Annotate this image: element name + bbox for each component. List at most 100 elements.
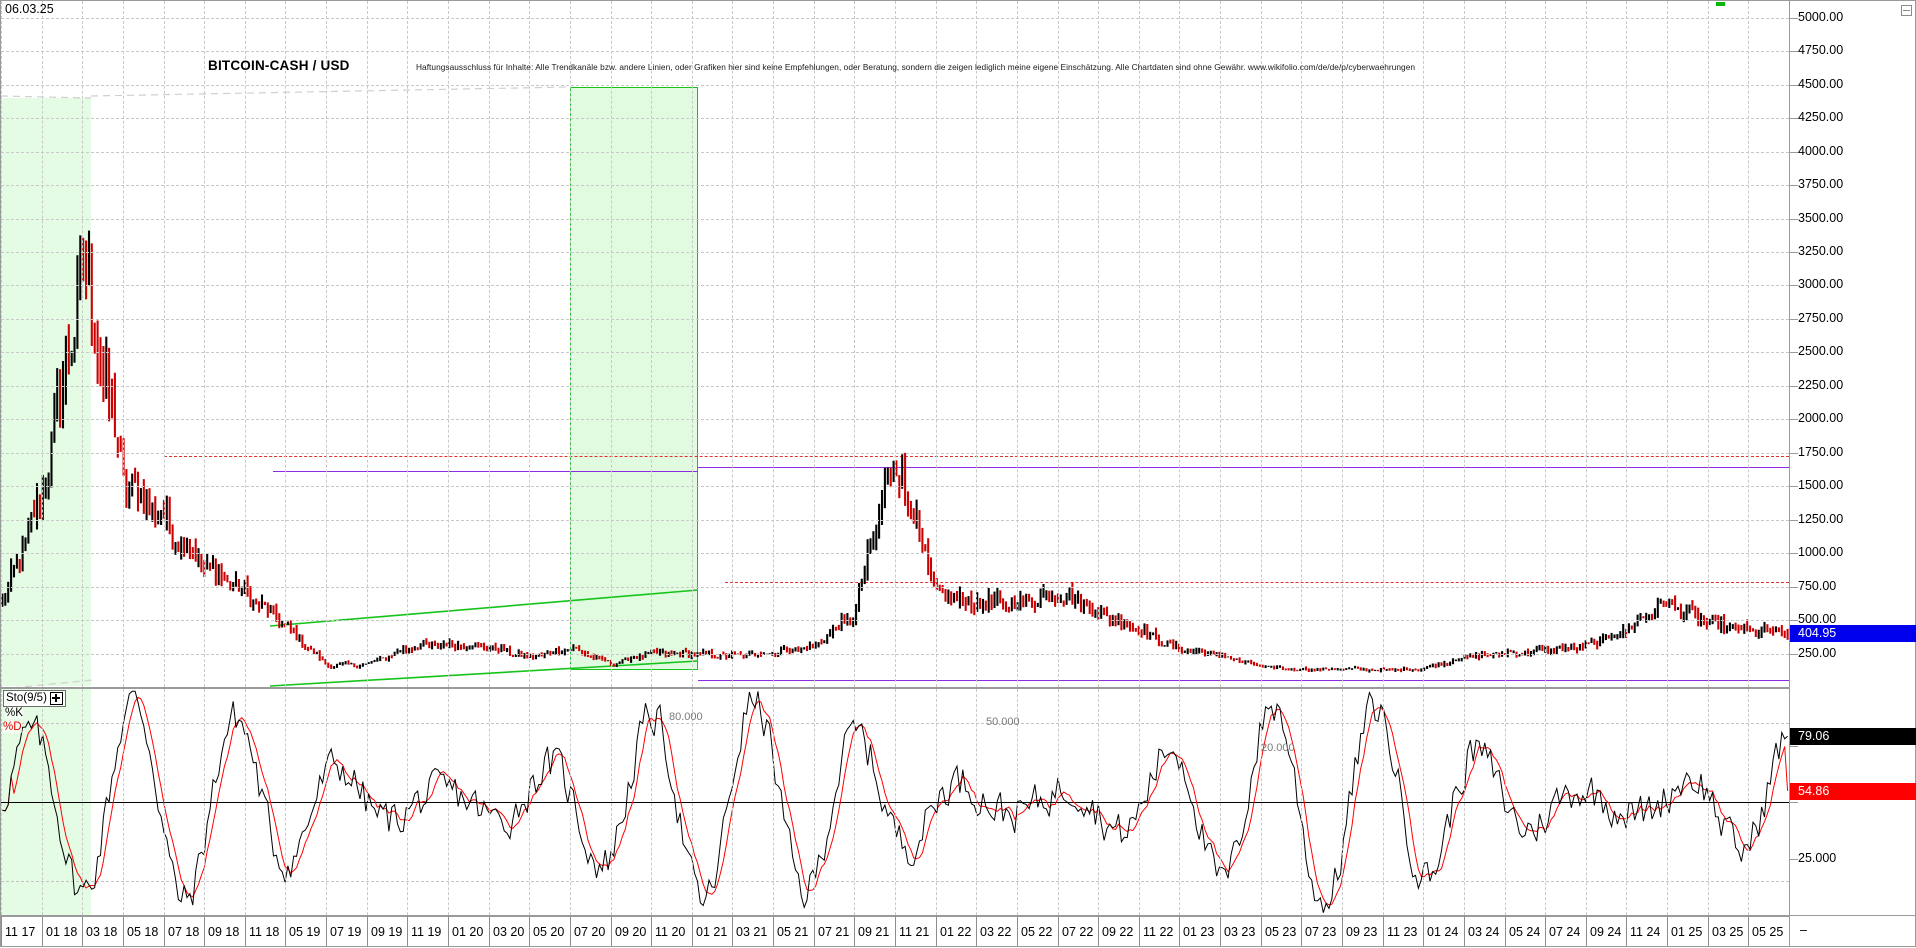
time-axis-separator bbox=[1383, 917, 1384, 946]
time-axis-separator bbox=[82, 917, 83, 946]
time-axis-label: 05 22 bbox=[1021, 925, 1053, 939]
time-axis-separator bbox=[529, 917, 530, 946]
time-axis-label: 05 23 bbox=[1265, 925, 1297, 939]
time-axis-separator bbox=[245, 917, 246, 946]
stochastic-series bbox=[2, 690, 1789, 913]
indicator-legend-box[interactable]: Sto(9/5) bbox=[3, 690, 66, 707]
minimize-icon[interactable] bbox=[1901, 5, 1912, 16]
time-axis-separator bbox=[1545, 917, 1546, 946]
price-chart-panel[interactable] bbox=[0, 0, 1790, 688]
time-axis-separator bbox=[895, 917, 896, 946]
green-status-marker bbox=[1716, 2, 1725, 6]
time-axis-separator bbox=[1342, 917, 1343, 946]
time-axis-label: 05 24 bbox=[1509, 925, 1541, 939]
stochastic-d-badge[interactable]: 54.86 bbox=[1790, 783, 1916, 801]
time-axis-label: 03 25 bbox=[1712, 925, 1744, 939]
time-axis-label: 01 22 bbox=[940, 925, 972, 939]
time-axis-label: 11 21 bbox=[899, 925, 930, 939]
time-axis-separator bbox=[854, 917, 855, 946]
price-tick bbox=[1790, 218, 1798, 220]
time-axis-separator bbox=[204, 917, 205, 946]
support-line-1680-left bbox=[273, 471, 698, 472]
highlight-zone-mid bbox=[570, 87, 698, 670]
price-tick-label: 2500.00 bbox=[1798, 344, 1844, 359]
price-tick bbox=[1790, 553, 1798, 555]
disclaimer-text: Haftungsausschluss für Inhalte: Alle Tre… bbox=[416, 62, 1416, 72]
time-axis-separator bbox=[1179, 917, 1180, 946]
time-axis-separator bbox=[164, 917, 165, 946]
time-axis-label: 01 24 bbox=[1427, 925, 1459, 939]
time-axis-separator bbox=[1098, 917, 1099, 946]
time-axis-separator bbox=[1586, 917, 1587, 946]
time-axis-label: 07 19 bbox=[330, 925, 362, 939]
price-tick bbox=[1790, 17, 1798, 19]
time-axis-separator bbox=[407, 917, 408, 946]
price-series-candlesticks bbox=[1, 230, 1789, 673]
time-axis-label: 05 18 bbox=[127, 925, 159, 939]
time-axis-label: 03 18 bbox=[86, 925, 118, 939]
time-axis-label: 09 24 bbox=[1590, 925, 1622, 939]
price-tick-label: 3000.00 bbox=[1798, 277, 1844, 292]
time-axis-label: 11 18 bbox=[249, 925, 280, 939]
time-axis-label: 01 20 bbox=[452, 925, 484, 939]
time-axis-label: 11 22 bbox=[1143, 925, 1174, 939]
price-tick bbox=[1790, 51, 1798, 53]
price-tick-label: 1500.00 bbox=[1798, 478, 1844, 493]
time-axis[interactable]: 11 17 01 18 03 18 05 18 07 18 09 18 11 18 05 19… bbox=[0, 916, 1790, 947]
indicator-tick bbox=[1790, 745, 1798, 747]
price-tick bbox=[1790, 519, 1798, 521]
time-axis-separator bbox=[1261, 917, 1262, 946]
price-tick bbox=[1790, 620, 1798, 622]
time-axis-label: 07 21 bbox=[818, 925, 850, 939]
last-price-badge[interactable]: 404.95 bbox=[1790, 624, 1916, 642]
time-axis-separator bbox=[42, 917, 43, 946]
price-tick bbox=[1790, 84, 1798, 86]
time-axis-label: 03 23 bbox=[1224, 925, 1256, 939]
stochastic-k-badge[interactable]: 79.06 bbox=[1790, 728, 1916, 746]
indicator-tick bbox=[1790, 802, 1798, 803]
price-tick-label: 4750.00 bbox=[1798, 43, 1844, 58]
time-axis-separator bbox=[1748, 917, 1749, 946]
stochastic-indicator-panel[interactable]: 80.000 50.000 20.000 bbox=[0, 688, 1790, 916]
indicator-name-label: Sto(9/5) bbox=[6, 691, 47, 704]
time-axis-label: 11 17 bbox=[5, 925, 36, 939]
time-axis-separator bbox=[326, 917, 327, 946]
time-axis-label: 03 21 bbox=[736, 925, 768, 939]
time-axis-label: 11 19 bbox=[411, 925, 442, 939]
indicator-tick-label: 25.000 bbox=[1798, 850, 1837, 865]
price-tick bbox=[1790, 352, 1798, 354]
series-label-d: %D bbox=[3, 721, 22, 733]
price-tick-label: 1000.00 bbox=[1798, 545, 1844, 560]
price-tick bbox=[1790, 118, 1798, 120]
time-axis-separator bbox=[1423, 917, 1424, 946]
price-tick bbox=[1790, 486, 1798, 488]
time-axis-label: 07 20 bbox=[574, 925, 606, 939]
price-tick-label: 5000.00 bbox=[1798, 9, 1844, 24]
series-label-k: %K bbox=[5, 707, 23, 719]
time-axis-separator bbox=[489, 917, 490, 946]
price-tick-label: 3750.00 bbox=[1798, 177, 1844, 192]
price-tick-label: 1250.00 bbox=[1798, 511, 1844, 526]
time-axis-separator bbox=[1464, 917, 1465, 946]
price-axis[interactable]: 5000.00 4750.00 4500.00 4250.00 4000.00 3750.… bbox=[1790, 0, 1916, 916]
plus-icon[interactable] bbox=[49, 692, 63, 705]
time-axis-label: 09 19 bbox=[371, 925, 403, 939]
price-tick bbox=[1790, 419, 1798, 421]
price-tick-label: 3500.00 bbox=[1798, 210, 1844, 225]
time-axis-label: 01 25 bbox=[1671, 925, 1703, 939]
time-axis-separator bbox=[1058, 917, 1059, 946]
time-axis-label: 05 21 bbox=[777, 925, 809, 939]
price-tick-label: 4250.00 bbox=[1798, 110, 1844, 125]
time-axis-separator bbox=[814, 917, 815, 946]
time-axis-separator bbox=[651, 917, 652, 946]
time-axis-separator bbox=[732, 917, 733, 946]
price-tick-label: 4500.00 bbox=[1798, 76, 1844, 91]
date-badge: 06.03.25 bbox=[5, 2, 54, 16]
time-axis-separator bbox=[1626, 917, 1627, 946]
resistance-line-800 bbox=[725, 582, 1789, 583]
time-axis-separator bbox=[367, 917, 368, 946]
time-axis-label: 05 20 bbox=[533, 925, 565, 939]
price-tick-label: 3250.00 bbox=[1798, 243, 1844, 258]
time-axis-label: 11 20 bbox=[655, 925, 686, 939]
